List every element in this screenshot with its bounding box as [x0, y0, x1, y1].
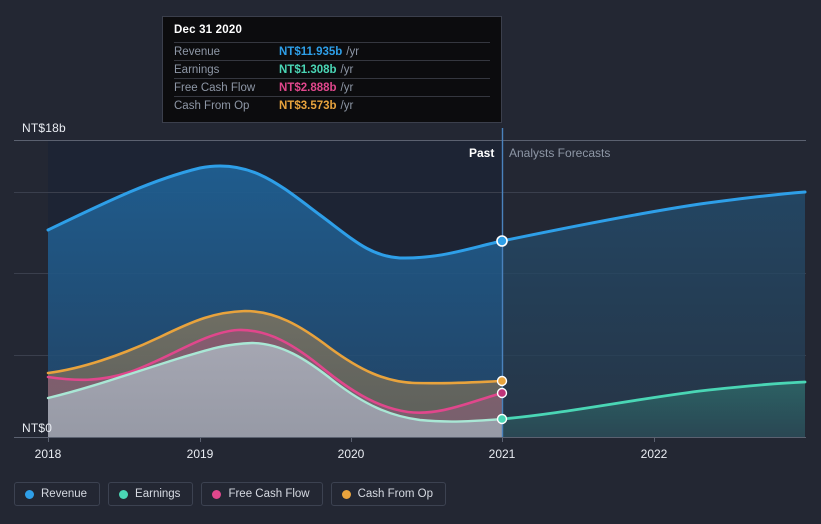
- x-axis-label-2018: 2018: [34, 447, 62, 461]
- revenue-area-forecast: [502, 192, 805, 437]
- marker-earnings[interactable]: [496, 413, 508, 425]
- marker-cash-from-op[interactable]: [496, 375, 508, 387]
- legend-label-free-cash-flow: Free Cash Flow: [228, 488, 310, 500]
- x-axis-ticks: [48, 437, 655, 442]
- tooltip-label-revenue: Revenue: [174, 45, 221, 58]
- tooltip-unit-cash-from-op: /yr: [340, 99, 354, 112]
- y-axis-label-max: NT$18b: [22, 121, 66, 135]
- legend-label-cash-from-op: Cash From Op: [357, 488, 434, 500]
- legend-dot-earnings-icon: [119, 489, 129, 499]
- earnings-line-past: [46, 341, 504, 423]
- cash-from-op-line: [46, 309, 504, 385]
- data-point-markers[interactable]: [496, 235, 508, 425]
- legend-dot-cash-from-op-icon: [341, 489, 351, 499]
- x-axis-label-2022: 2022: [640, 447, 668, 461]
- tooltip-value-cash-from-op: NT$3.573b: [279, 99, 337, 112]
- tooltip-value-earnings: NT$1.308b: [279, 63, 337, 76]
- chart-legend: Revenue Earnings Free Cash Flow Cash Fro…: [14, 482, 447, 506]
- tooltip-label-cash-from-op: Cash From Op: [174, 99, 250, 112]
- tooltip-unit-free-cash-flow: /yr: [340, 81, 354, 94]
- tooltip-label-free-cash-flow: Free Cash Flow: [174, 81, 256, 94]
- x-axis-label-2020: 2020: [337, 447, 365, 461]
- tooltip-label-earnings: Earnings: [174, 63, 220, 76]
- chart-plot-area[interactable]: NT$18b NT$0 2018 2019 2020 2021 2022 Pas…: [0, 0, 821, 470]
- legend-item-cash-from-op[interactable]: Cash From Op: [330, 482, 447, 506]
- tooltip-value-free-cash-flow: NT$2.888b: [279, 81, 337, 94]
- analysts-forecasts-label: Analysts Forecasts: [509, 146, 611, 160]
- tooltip-title: Dec 31 2020: [174, 24, 243, 36]
- legend-dot-revenue-icon: [25, 489, 34, 499]
- free-cash-flow-line: [46, 328, 504, 414]
- legend-dot-free-cash-flow-icon: [212, 489, 222, 499]
- marker-free-cash-flow[interactable]: [496, 387, 508, 399]
- tooltip-row-earnings: Earnings NT$1.308b /yr: [174, 60, 490, 78]
- past-region-label: Past: [469, 146, 495, 160]
- x-axis-label-2021: 2021: [488, 447, 516, 461]
- y-axis-label-min: NT$0: [22, 421, 53, 435]
- tooltip-row-revenue: Revenue NT$11.935b /yr: [174, 42, 490, 60]
- earnings-area-forecast: [502, 382, 805, 437]
- data-tooltip: Dec 31 2020 Revenue NT$11.935b /yr Earni…: [162, 16, 502, 123]
- earnings-line-forecast: [500, 380, 807, 421]
- tooltip-row-cash-from-op: Cash From Op NT$3.573b /yr: [174, 96, 490, 114]
- revenue-line-past: [46, 164, 504, 260]
- tooltip-unit-earnings: /yr: [340, 63, 354, 76]
- legend-label-earnings: Earnings: [135, 488, 181, 500]
- tooltip-row-free-cash-flow: Free Cash Flow NT$2.888b /yr: [174, 78, 490, 96]
- tooltip-value-revenue: NT$11.935b: [279, 45, 343, 58]
- marker-revenue[interactable]: [496, 235, 508, 247]
- x-axis-label-2019: 2019: [186, 447, 214, 461]
- legend-item-free-cash-flow[interactable]: Free Cash Flow: [201, 482, 323, 506]
- legend-label-revenue: Revenue: [41, 488, 88, 500]
- legend-item-earnings[interactable]: Earnings: [108, 482, 194, 506]
- tooltip-unit-revenue: /yr: [346, 45, 360, 58]
- revenue-line-forecast: [500, 190, 807, 243]
- legend-item-revenue[interactable]: Revenue: [14, 482, 101, 506]
